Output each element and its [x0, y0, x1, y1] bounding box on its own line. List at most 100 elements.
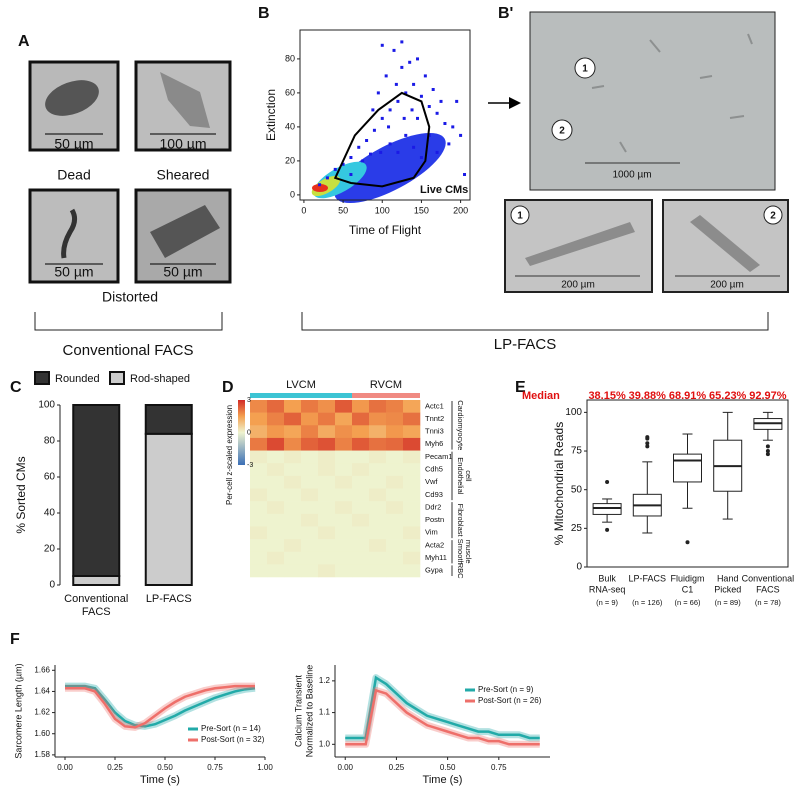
gate — [333, 91, 431, 188]
heat-cell — [318, 526, 336, 540]
gate-label: Live CMs — [420, 184, 468, 196]
point — [431, 88, 435, 91]
row-label: Acta2 — [425, 540, 444, 549]
row-label: Pecam1 — [425, 452, 453, 461]
row-label: Cdh5 — [425, 465, 443, 474]
heat-cell — [369, 400, 387, 413]
x-axis-label: Time (s) — [423, 774, 463, 786]
point — [463, 173, 467, 176]
heat-cell — [301, 400, 319, 413]
y-axis-label: Sarcomere Length (µm) — [13, 663, 23, 758]
point — [394, 82, 398, 86]
heat-cell — [352, 539, 370, 553]
bracket — [301, 312, 769, 331]
heat-cell — [318, 513, 336, 527]
micrograph-group — [28, 60, 232, 284]
marker — [551, 119, 573, 141]
row-group-label: Cardiomyocyte — [456, 400, 465, 450]
heat-cell — [335, 564, 353, 578]
point — [419, 156, 423, 159]
cells — [591, 33, 753, 153]
marker — [763, 205, 783, 225]
column-group-label: RVCM — [370, 379, 402, 391]
x-tick-label: 0.25 — [107, 763, 123, 772]
density-core — [311, 133, 446, 203]
point — [349, 156, 353, 159]
heat-cell — [403, 425, 421, 439]
point — [379, 150, 383, 154]
x-tick-label: FACS — [756, 584, 780, 594]
heat-cell — [267, 551, 285, 565]
y-axis-label: Calcium Transient — [293, 674, 303, 747]
median-label: 92.97% — [749, 390, 787, 402]
n-label: (n = 89) — [715, 598, 742, 607]
heat-cell — [386, 450, 404, 464]
heat-cell — [301, 425, 319, 439]
heat-cell — [284, 450, 302, 464]
outlier — [765, 444, 770, 449]
column-group-bar — [352, 393, 420, 398]
cell-label: Sheared — [157, 167, 210, 183]
y-axis-label: Normalized to Baseline — [304, 665, 314, 758]
heat-cell — [318, 488, 336, 502]
point — [392, 48, 396, 52]
heat-cell — [318, 551, 336, 565]
heat-cell — [250, 564, 268, 578]
legend-label: Post-Sort (n = 26) — [478, 696, 542, 705]
heat-cell — [318, 539, 336, 553]
panel-label: E — [515, 379, 526, 396]
row-label: Myh11 — [425, 553, 447, 562]
heat-cell — [267, 437, 285, 451]
colorbar — [238, 400, 245, 465]
point — [361, 159, 365, 163]
point — [410, 108, 414, 112]
heat-cell — [335, 513, 353, 527]
heat-cell — [267, 400, 285, 413]
heat-cell — [352, 412, 370, 426]
heat-cell — [352, 551, 370, 565]
heat-cell — [250, 551, 268, 565]
heat-cell — [352, 488, 370, 502]
heat-cell — [318, 425, 336, 439]
x-tick-label: 150 — [414, 205, 429, 215]
point — [435, 111, 439, 115]
y-tick-label: 40 — [285, 121, 295, 131]
marker-label: 2 — [559, 126, 565, 137]
n-label: (n = 9) — [596, 598, 618, 607]
point — [371, 108, 375, 112]
y-tick-label: 20 — [285, 155, 295, 165]
heat-cell — [369, 488, 387, 502]
y-axis-label: Extinction — [264, 89, 278, 141]
x-tick-label: Conventional — [742, 573, 795, 583]
heat-cell — [301, 526, 319, 540]
x-tick-label: 0.50 — [440, 763, 456, 772]
heat-cell — [335, 437, 353, 451]
x-tick-label: LP-FACS — [146, 593, 192, 605]
row-label: Actc1 — [425, 401, 444, 410]
heat-cell — [318, 437, 336, 451]
point — [369, 152, 373, 156]
heat-cell — [301, 412, 319, 426]
heat-cell — [352, 513, 370, 527]
x-tick-label: Conventional — [64, 593, 128, 605]
heat-cell — [250, 526, 268, 540]
heat-cell — [284, 412, 302, 426]
heat-cell — [284, 475, 302, 489]
point — [318, 183, 322, 187]
heat-cell — [250, 475, 268, 489]
series-line — [65, 684, 255, 729]
heat-cell — [352, 425, 370, 439]
median-label: 65.23% — [709, 390, 747, 402]
series-line — [345, 688, 540, 746]
heat-cell — [386, 526, 404, 540]
outlier — [645, 435, 650, 440]
bar-segment — [72, 404, 121, 577]
heat-cell — [267, 463, 285, 477]
heat-cell — [250, 412, 268, 426]
heat-cell — [352, 526, 370, 540]
row-label: Ddr2 — [425, 502, 441, 511]
y-tick-label: 60 — [44, 472, 56, 483]
x-tick-label: 0 — [301, 205, 306, 215]
heat-cell — [267, 564, 285, 578]
